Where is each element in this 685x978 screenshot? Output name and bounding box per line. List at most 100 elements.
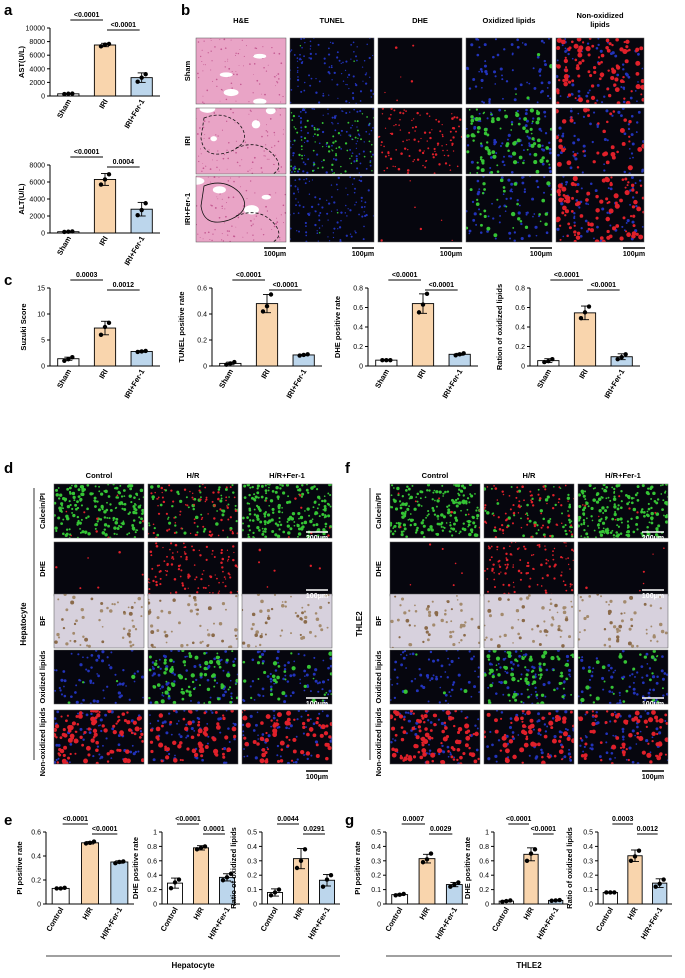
cell <box>558 144 564 150</box>
cell <box>193 497 197 501</box>
cell <box>635 232 639 236</box>
cell <box>571 57 574 60</box>
cell <box>518 636 522 640</box>
cell <box>242 236 244 238</box>
cell <box>594 102 597 104</box>
cell <box>534 225 538 229</box>
cell <box>510 626 514 630</box>
cell <box>297 527 301 531</box>
cell <box>468 484 472 487</box>
cell <box>116 684 119 686</box>
cell <box>431 129 433 131</box>
cell <box>561 119 567 124</box>
cell <box>628 685 631 689</box>
cell <box>456 650 459 652</box>
cell <box>56 632 60 637</box>
cell <box>92 719 98 724</box>
cell <box>266 158 268 160</box>
micrograph-he <box>195 175 287 243</box>
micrograph-content <box>242 650 332 704</box>
cell <box>355 83 358 87</box>
cell <box>266 748 270 751</box>
cell <box>133 502 136 506</box>
cell <box>182 660 187 664</box>
cell <box>251 612 256 617</box>
cell <box>204 64 206 66</box>
cell <box>85 713 89 717</box>
cell <box>297 70 299 72</box>
cell <box>152 685 155 688</box>
cell <box>224 488 228 491</box>
cell <box>532 639 535 643</box>
cell <box>79 735 83 739</box>
cell <box>434 153 438 156</box>
cell <box>426 514 429 517</box>
cell <box>532 554 535 556</box>
cell <box>280 214 282 216</box>
cell <box>409 495 414 500</box>
cell <box>69 752 72 756</box>
cell <box>297 535 299 538</box>
cell <box>188 710 192 713</box>
cell <box>213 657 217 661</box>
cell <box>353 191 356 194</box>
cell <box>148 581 150 584</box>
cell <box>192 507 195 511</box>
cell <box>468 501 471 504</box>
cell <box>549 64 552 69</box>
row-header: Calcein/PI <box>374 493 383 529</box>
data-point <box>70 91 75 96</box>
cell <box>544 545 546 547</box>
cell <box>226 149 228 151</box>
cell <box>314 612 318 615</box>
cell <box>283 667 287 671</box>
cell <box>516 664 520 667</box>
cell <box>336 209 338 211</box>
cell <box>243 496 247 499</box>
cell <box>232 722 235 725</box>
micrograph-border <box>389 649 481 705</box>
cell <box>109 666 113 670</box>
cell <box>73 639 77 643</box>
cell <box>96 699 100 703</box>
cell <box>484 638 487 641</box>
cell <box>219 731 222 734</box>
cell <box>582 522 586 526</box>
cell <box>105 737 108 740</box>
cell <box>520 650 523 652</box>
cell <box>577 112 580 115</box>
cell <box>242 608 244 612</box>
cell <box>312 523 316 527</box>
cell <box>157 496 160 499</box>
cell <box>276 759 281 763</box>
cell <box>583 536 586 538</box>
cell <box>460 484 464 488</box>
cell <box>121 712 126 716</box>
cell <box>476 53 480 57</box>
cell <box>519 559 522 561</box>
cell <box>362 150 365 153</box>
cell <box>612 671 615 674</box>
cell <box>646 525 649 529</box>
cell <box>187 576 190 579</box>
cell <box>634 493 638 497</box>
cell <box>249 714 253 718</box>
cell <box>557 78 561 82</box>
cell <box>331 196 333 198</box>
cell <box>133 672 136 675</box>
cell <box>213 622 215 625</box>
cell <box>278 517 281 520</box>
cell <box>296 758 299 761</box>
cell <box>541 144 544 147</box>
cell <box>236 73 238 76</box>
cell <box>276 712 282 718</box>
cell <box>321 536 324 538</box>
cell <box>532 117 535 120</box>
cell <box>651 675 656 679</box>
cell <box>69 639 72 642</box>
cell <box>354 120 356 122</box>
micrograph-border <box>377 37 463 105</box>
cell <box>486 486 489 488</box>
cell <box>565 654 570 659</box>
cell <box>304 710 308 713</box>
